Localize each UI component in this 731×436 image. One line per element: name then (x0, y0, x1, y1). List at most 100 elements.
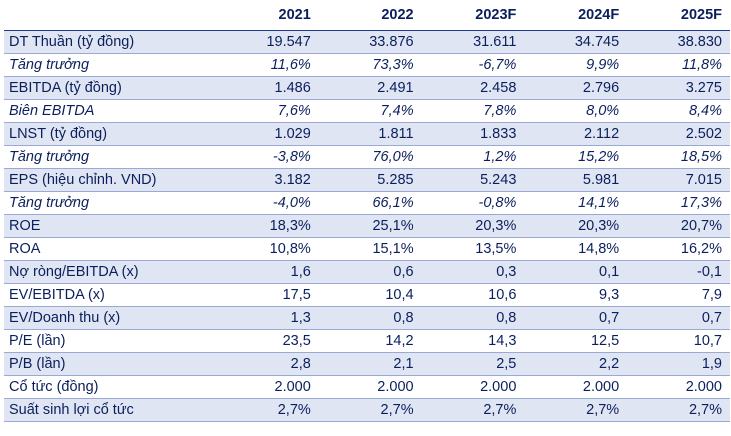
value-cell: 17,3% (680, 195, 722, 211)
value-cell: 0,8 (496, 310, 517, 326)
value-cell: 1.811 (378, 126, 414, 142)
value-cell: 0,8 (393, 310, 414, 326)
year-header: 2023F (421, 0, 525, 31)
value-cell: 2.000 (274, 379, 311, 395)
table-row: DT Thuần (tỷ đồng) 19.547 33.876 31.611 34.7… (4, 30, 730, 54)
value-cell: 66,1% (372, 195, 414, 211)
value-cell: 23,5 (282, 333, 311, 349)
value-cell: 25,1% (372, 218, 414, 234)
table-row: Suất sinh lợi cổ tức 2,7% 2,7% 2,7% 2,7% 2,7% (4, 398, 730, 422)
value-cell: 76,0% (372, 149, 414, 165)
value-cell: 1,3 (290, 310, 311, 326)
table-row: Tăng trưởng 11,6% 73,3% -6,7% 9,9% 11,8% (4, 54, 730, 77)
year-header: 2024F (524, 0, 628, 31)
value-cell: 7,4% (380, 103, 414, 119)
value-cell: 2,2 (599, 356, 620, 372)
value-cell: 7,9 (701, 287, 722, 303)
row-label: EPS (hiệu chỉnh. VND) (9, 172, 157, 188)
value-cell: 9,3 (599, 287, 620, 303)
value-cell: 5.981 (582, 172, 620, 188)
row-label: P/B (lần) (9, 356, 66, 372)
value-cell: 2.000 (685, 379, 722, 395)
value-cell: 2.000 (377, 379, 414, 395)
value-cell: -4,0% (272, 195, 311, 211)
value-cell: 12,5 (590, 333, 620, 349)
value-cell: 2,7% (688, 402, 722, 418)
value-cell: 20,7% (680, 218, 722, 234)
value-cell: -6,7% (478, 57, 517, 73)
row-label: Suất sinh lợi cổ tức (9, 402, 134, 418)
value-cell: 19.547 (266, 34, 311, 50)
value-cell: 11,6% (270, 57, 311, 73)
value-cell: 14,2 (385, 333, 414, 349)
header-row: 2021 2022 2023F 2024F 2025F (4, 0, 730, 31)
value-cell: 2,7% (586, 402, 620, 418)
value-cell: 18,5% (680, 149, 722, 165)
value-cell: 7.015 (685, 172, 722, 188)
value-cell: 9,9% (586, 57, 620, 73)
financial-forecast-table: 2021 2022 2023F 2024F 2025F DT Thuần (tỷ… (4, 0, 730, 422)
row-label: DT Thuần (tỷ đồng) (9, 34, 135, 50)
row-label: Biên EBITDA (9, 103, 95, 119)
value-cell: 8,4% (688, 103, 722, 119)
row-label: ROE (9, 218, 41, 234)
table-row: P/B (lần) 2,8 2,1 2,5 2,2 1,9 (4, 352, 730, 376)
value-cell: 14,3 (488, 333, 517, 349)
value-cell: 0,3 (496, 264, 517, 280)
row-label: EV/Doanh thu (x) (9, 310, 121, 326)
value-cell: 13,5% (475, 241, 517, 257)
row-label: LNST (tỷ đồng) (9, 126, 108, 142)
table-row: Cổ tức (đồng) 2.000 2.000 2.000 2.000 2.000 (4, 376, 730, 399)
value-cell: 20,3% (578, 218, 620, 234)
header-label-cell (4, 0, 216, 31)
year-header: 2025F (627, 0, 730, 31)
value-cell: 0,1 (599, 264, 620, 280)
value-cell: 38.830 (677, 34, 722, 50)
value-cell: 2.502 (685, 126, 722, 142)
table-row: ROA 10,8% 15,1% 13,5% 14,8% 16,2% (4, 238, 730, 261)
value-cell: 2,7% (380, 402, 414, 418)
table-row: EV/Doanh thu (x) 1,3 0,8 0,8 0,7 0,7 (4, 306, 730, 330)
row-label: ROA (9, 241, 41, 257)
value-cell: 0,7 (701, 310, 722, 326)
value-cell: 1.486 (274, 80, 311, 96)
value-cell: 14,1% (578, 195, 620, 211)
table-row: Tăng trưởng -3,8% 76,0% 1,2% 15,2% 18,5% (4, 146, 730, 169)
table-row: EBITDA (tỷ đồng) 1.486 2.491 2.458 2.796 3.27… (4, 76, 730, 100)
value-cell: 2.491 (377, 80, 414, 96)
value-cell: 2,5 (496, 356, 517, 372)
row-label: Tăng trưởng (9, 195, 90, 211)
value-cell: 3.182 (274, 172, 311, 188)
value-cell: 16,2% (680, 241, 722, 257)
table-row: LNST (tỷ đồng) 1.029 1.811 1.833 2.112 2.502 (4, 122, 730, 146)
value-cell: 8,0% (586, 103, 620, 119)
value-cell: 20,3% (475, 218, 517, 234)
value-cell: 1.833 (480, 126, 517, 142)
value-cell: 2.458 (480, 80, 517, 96)
value-cell: 7,6% (277, 103, 311, 119)
value-cell: -3,8% (272, 149, 311, 165)
table-row: Nợ ròng/EBITDA (x) 1,6 0,6 0,3 0,1 -0,1 (4, 260, 730, 284)
value-cell: 10,7 (693, 333, 722, 349)
value-cell: -0,8% (478, 195, 517, 211)
row-label: P/E (lần) (9, 333, 66, 349)
value-cell: 0,7 (599, 310, 620, 326)
value-cell: 18,3% (269, 218, 311, 234)
value-cell: 73,3% (372, 57, 414, 73)
table-row: EV/EBITDA (x) 17,5 10,4 10,6 9,3 7,9 (4, 284, 730, 307)
table-row: ROE 18,3% 25,1% 20,3% 20,3% 20,7% (4, 214, 730, 238)
value-cell: 10,8% (269, 241, 311, 257)
value-cell: -0,1 (697, 264, 722, 280)
table-row: P/E (lần) 23,5 14,2 14,3 12,5 10,7 (4, 330, 730, 353)
value-cell: 2,7% (277, 402, 311, 418)
value-cell: 34.745 (574, 34, 620, 50)
value-cell: 2,7% (483, 402, 517, 418)
value-cell: 1,9 (701, 356, 722, 372)
value-cell: 3.275 (685, 80, 722, 96)
row-label: Tăng trưởng (9, 149, 90, 165)
value-cell: 15,2% (578, 149, 620, 165)
value-cell: 10,4 (385, 287, 414, 303)
value-cell: 0,6 (393, 264, 414, 280)
value-cell: 2,8 (290, 356, 311, 372)
value-cell: 7,8% (483, 103, 517, 119)
